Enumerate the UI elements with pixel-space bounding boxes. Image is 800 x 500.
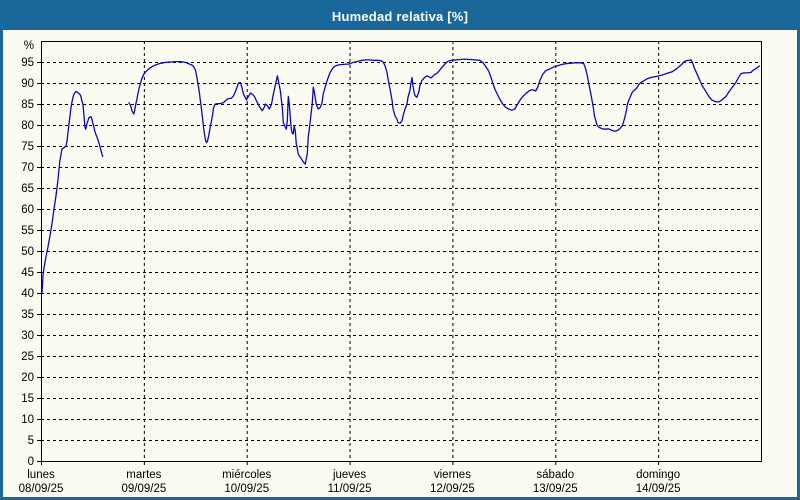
gridlines [37, 41, 761, 465]
svg-text:5: 5 [28, 435, 34, 447]
day-label: domingo [636, 469, 680, 481]
svg-text:15: 15 [21, 393, 34, 405]
svg-text:30: 30 [21, 330, 34, 342]
date-label: 12/09/25 [430, 483, 475, 495]
date-label: 10/09/25 [224, 483, 269, 495]
chart-area: 0 5 10 15 20 25 30 35 40 45 50 55 60 65 70 75 80 85 90 95% l… [3, 30, 797, 497]
date-label: 13/09/25 [533, 483, 578, 495]
humidity-line-chart: 0 5 10 15 20 25 30 35 40 45 50 55 60 65 70 75 80 85 90 95% l… [19, 40, 762, 495]
titlebar: Humedad relativa [%] [3, 3, 797, 30]
svg-text:90: 90 [21, 78, 34, 90]
day-label: lunes [27, 469, 55, 481]
date-label: 14/09/25 [636, 483, 681, 495]
series-humedad-relativa [41, 58, 761, 294]
svg-text:95: 95 [21, 57, 34, 69]
svg-text:65: 65 [21, 183, 34, 195]
day-label: martes [126, 469, 161, 481]
plot-border [41, 41, 762, 462]
y-axis-labels: 0 5 10 15 20 25 30 35 40 45 50 55 60 65 70 75 80 85 90 95% [21, 40, 34, 468]
day-label: viernes [434, 469, 471, 481]
svg-text:75: 75 [21, 141, 34, 153]
series-segment [128, 58, 761, 165]
svg-text:35: 35 [21, 309, 34, 321]
y-axis-unit: % [24, 40, 34, 52]
date-label: 11/09/25 [328, 483, 372, 495]
date-label: 08/09/25 [19, 483, 64, 495]
series-segment [41, 90, 104, 294]
x-axis-labels: lunes 08/09/25 martes 09/09/25 miércoles 10/0… [19, 469, 681, 495]
svg-text:55: 55 [21, 225, 34, 237]
day-label: jueves [332, 469, 366, 481]
page-title: Humedad relativa [%] [331, 9, 469, 24]
svg-text:40: 40 [21, 288, 34, 300]
svg-text:50: 50 [21, 246, 34, 258]
svg-text:80: 80 [21, 120, 34, 132]
day-label: miércoles [222, 469, 271, 481]
day-label: sábado [536, 469, 574, 481]
svg-text:25: 25 [21, 351, 34, 363]
date-label: 09/09/25 [121, 483, 166, 495]
svg-text:70: 70 [21, 162, 34, 174]
svg-text:0: 0 [28, 456, 34, 468]
svg-text:60: 60 [21, 204, 34, 216]
svg-text:85: 85 [21, 99, 34, 111]
svg-text:20: 20 [21, 372, 34, 384]
svg-text:10: 10 [21, 414, 34, 426]
svg-text:45: 45 [21, 267, 34, 279]
